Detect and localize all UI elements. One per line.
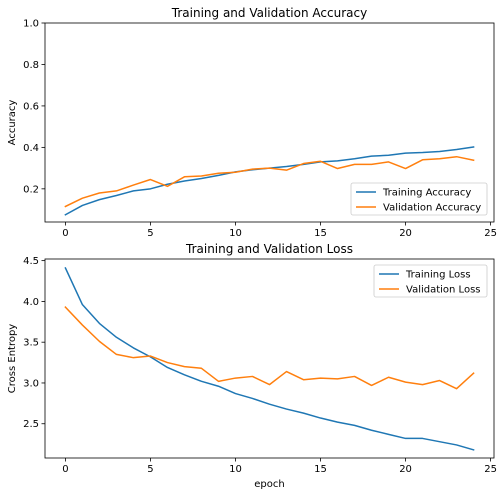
y-tick-label: 0.4 — [23, 143, 39, 154]
plot-frame — [44, 258, 495, 459]
y-tick-label: 4.5 — [23, 256, 39, 267]
x-axis-label: epoch — [254, 479, 284, 490]
x-tick-label: 10 — [229, 228, 242, 239]
y-tick-label: 0.8 — [23, 60, 39, 71]
y-tick-label: 4.0 — [23, 297, 39, 308]
y-tick-label: 3.0 — [23, 378, 39, 389]
legend-label-1: Validation Loss — [406, 285, 481, 296]
y-axis-label: Cross Entropy — [7, 324, 18, 394]
legend-label-0: Training Accuracy — [382, 188, 471, 199]
series-line-0 — [64, 266, 475, 451]
legend: Training Accuracy Validation Accuracy — [350, 182, 488, 216]
chart-title: Training and Validation Accuracy — [171, 6, 367, 20]
x-tick-label: 15 — [314, 464, 327, 475]
x-tick-label: 10 — [229, 464, 242, 475]
x-tick-label: 15 — [314, 228, 327, 239]
series-line-1 — [64, 306, 475, 390]
x-tick-label: 25 — [484, 464, 497, 475]
x-tick-label: 5 — [147, 464, 153, 475]
x-tick-label: 25 — [484, 228, 497, 239]
y-tick-label: 2.5 — [23, 419, 39, 430]
plot-frame — [44, 22, 495, 223]
legend: Training Loss Validation Loss — [373, 264, 488, 298]
series-line-1 — [64, 155, 475, 208]
y-tick-label: 0.2 — [23, 184, 39, 195]
chart-title: Training and Validation Loss — [185, 242, 353, 256]
legend-box — [350, 182, 488, 216]
legend-label-1: Validation Accuracy — [383, 203, 481, 214]
legend-box — [373, 264, 488, 298]
accuracy-chart: Training and Validation Accuracy 0 5 10 15 20… — [7, 6, 497, 239]
x-tick-label: 20 — [399, 228, 412, 239]
loss-chart: Training and Validation Loss 0 5 10 15 20 25 2.… — [7, 242, 497, 490]
y-tick-label: 3.5 — [23, 338, 39, 349]
x-tick-label: 0 — [62, 228, 68, 239]
legend-label-0: Training Loss — [405, 270, 471, 281]
x-tick-label: 5 — [147, 228, 153, 239]
y-tick-label: 0.6 — [23, 101, 39, 112]
y-tick-label: 1.0 — [23, 19, 39, 30]
x-tick-label: 0 — [62, 464, 68, 475]
x-tick-label: 20 — [399, 464, 412, 475]
y-axis-label: Accuracy — [7, 100, 18, 146]
